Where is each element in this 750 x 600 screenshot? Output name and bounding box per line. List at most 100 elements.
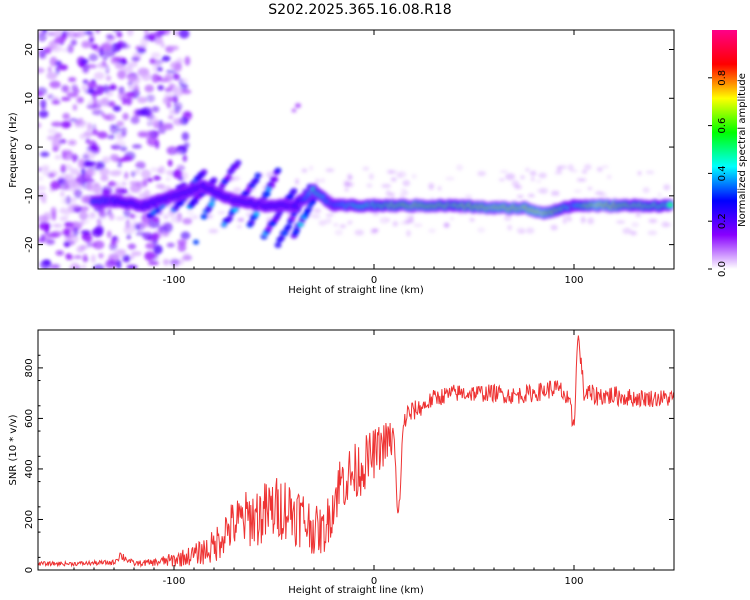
heatmap-cell	[80, 210, 87, 218]
heatmap-cell	[325, 217, 332, 225]
heatmap-cell	[130, 251, 142, 257]
heatmap-cell	[193, 214, 198, 220]
heatmap-cell	[657, 192, 663, 198]
heatmap-cell	[616, 220, 626, 224]
heatmap-cell	[123, 208, 131, 218]
heatmap-cell	[39, 99, 47, 109]
heatmap-cell	[102, 55, 108, 61]
heatmap-cell	[129, 213, 136, 219]
heatmap-cell	[66, 92, 79, 98]
heatmap-cell	[469, 217, 475, 222]
heatmap-cell	[59, 215, 69, 222]
heatmap-cell	[100, 175, 109, 182]
heatmap-cell	[402, 179, 411, 187]
snr-x-tick-label: -100	[163, 576, 186, 587]
heatmap-cell	[72, 191, 80, 195]
heatmap-cell	[39, 221, 51, 231]
heatmap-cell	[347, 173, 352, 181]
heatmap-cell	[144, 30, 150, 36]
heatmap-cell	[411, 173, 417, 179]
heatmap-cell	[53, 223, 64, 228]
heatmap-cell	[115, 63, 125, 70]
heatmap-cell	[126, 30, 134, 37]
heatmap-cell	[99, 167, 110, 177]
heatmap-cell	[117, 70, 127, 80]
heatmap-cell	[182, 217, 193, 225]
heatmap-cell	[345, 181, 354, 188]
heatmap-cell	[38, 67, 45, 74]
heatmap-cell	[131, 220, 139, 227]
heatmap-cell	[129, 183, 142, 193]
heatmap-cell	[138, 192, 146, 199]
heatmap-cell	[149, 57, 156, 65]
heatmap-cell	[601, 165, 609, 169]
heatmap-cell	[134, 169, 141, 175]
heatmap-cell	[150, 52, 161, 59]
heatmap-cell	[82, 79, 89, 85]
heatmap-cell	[97, 131, 108, 139]
heatmap-cell	[55, 60, 62, 67]
heatmap-cell	[94, 191, 102, 195]
heatmap-cell	[141, 72, 152, 81]
heatmap-cell	[91, 78, 96, 84]
heatmap-cell	[159, 78, 169, 83]
heatmap-cell	[76, 30, 87, 38]
heatmap-cell	[271, 176, 279, 183]
heatmap-cell	[173, 30, 180, 36]
heatmap-cell	[106, 208, 113, 217]
heatmap-cell	[159, 123, 171, 131]
heatmap-cell	[85, 138, 91, 144]
heatmap-cell	[172, 73, 180, 81]
heatmap-cell	[477, 170, 487, 177]
heatmap-cell	[153, 175, 161, 181]
colorbar-label: Normalized spectral amplitude	[737, 73, 748, 227]
heatmap-cell	[122, 155, 133, 162]
heatmap-cell	[648, 218, 658, 224]
heatmap-cell	[122, 65, 134, 73]
heatmap-cell	[83, 130, 93, 138]
heatmap-cell	[144, 251, 156, 261]
heatmap-y-tick-label: 20	[24, 43, 35, 56]
heatmap-cell	[38, 176, 44, 182]
heatmap-cell	[234, 159, 242, 166]
heatmap-cell	[135, 161, 146, 170]
heatmap-cell	[645, 170, 655, 175]
heatmap-cell	[109, 153, 120, 162]
heatmap-cell	[140, 107, 152, 117]
snr-axis-ticks: -100 0 100 0 200 400 600 800	[24, 330, 675, 587]
heatmap-cell	[334, 229, 343, 236]
heatmap-cell	[41, 164, 50, 171]
heatmap-cell	[115, 169, 123, 174]
heatmap-cell	[80, 244, 88, 250]
heatmap-cell	[395, 172, 403, 179]
heatmap-cell	[50, 263, 61, 269]
heatmap-cell	[84, 178, 95, 183]
heatmap-cell	[54, 154, 62, 160]
heatmap-cell	[556, 165, 562, 173]
heatmap-cell	[282, 231, 288, 236]
heatmap-cell	[47, 66, 52, 74]
heatmap-cell	[254, 172, 262, 179]
heatmap-cell	[116, 120, 125, 127]
heatmap-cell	[87, 213, 97, 220]
heatmap-cell	[51, 138, 62, 149]
heatmap-y-tick-label: -20	[24, 236, 35, 252]
heatmap-cell	[126, 264, 138, 269]
heatmap-cell	[291, 108, 297, 113]
heatmap-cell	[172, 118, 184, 126]
heatmap-cell	[348, 220, 354, 225]
colorbar-tick-label: 0.8	[717, 70, 728, 86]
heatmap-cell	[517, 194, 524, 199]
heatmap-cell	[54, 36, 66, 44]
heatmap-cell	[166, 146, 178, 155]
heatmap-cell	[92, 96, 98, 106]
heatmap-cell	[173, 86, 184, 97]
heatmap-y-tick-label: 10	[24, 92, 35, 105]
heatmap-cell	[399, 193, 406, 198]
heatmap-cell	[152, 232, 160, 240]
heatmap-cell	[151, 73, 160, 83]
heatmap-cell	[109, 124, 118, 129]
heatmap-cell	[333, 222, 339, 227]
heatmap-cell	[82, 253, 88, 263]
